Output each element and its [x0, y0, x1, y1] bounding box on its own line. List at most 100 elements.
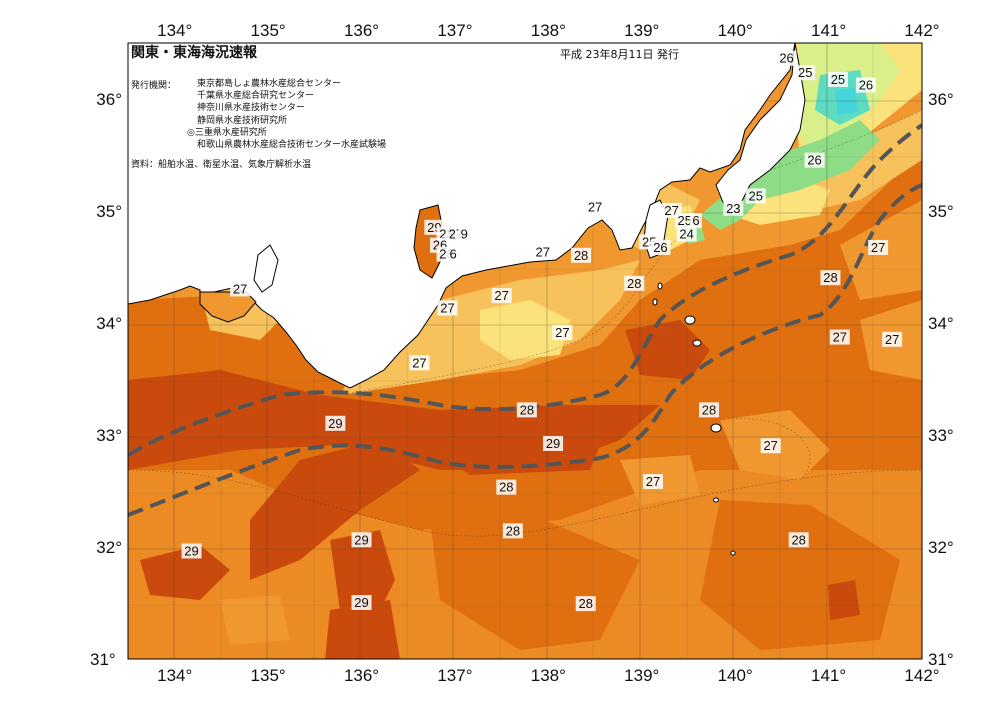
longitude-label: 135°	[251, 666, 286, 685]
contour-label-bg	[325, 415, 346, 431]
contour-label: 29	[543, 435, 564, 451]
contour-label-bg	[543, 435, 564, 451]
issue-date: 平成 23年8月11日 発行	[560, 48, 679, 61]
contour-label-bg	[409, 355, 430, 371]
latitude-label: 35°	[96, 202, 122, 221]
longitude-label: 136°	[344, 666, 379, 685]
contour-label-text: 9	[461, 227, 468, 242]
contour-label-text: 28	[578, 596, 592, 611]
contour-label: 27	[829, 329, 850, 345]
contour-label-text: 6	[692, 213, 699, 228]
contour-label-text: 27	[871, 240, 885, 255]
longitude-label: 134°	[157, 21, 192, 40]
contour-label-bg	[491, 288, 512, 304]
contour-label-text: 27	[440, 300, 454, 315]
contour-label: 26	[804, 152, 825, 168]
contour-label: 26	[855, 77, 876, 93]
honshu-mainland	[128, 43, 796, 389]
temp-29-areas	[128, 320, 860, 659]
contour-label-text: 27	[412, 355, 426, 370]
contour-label-bg	[760, 438, 781, 454]
publisher-list: 東京都島しょ農林水産総合センター 千葉県水産総合研究センター 神奈川県水産技術セ…	[187, 78, 386, 151]
contour-label: 27	[882, 331, 903, 347]
longitude-label: 142°	[904, 666, 939, 685]
contour-label: 26	[776, 50, 797, 66]
contour-label-text: 27	[646, 474, 660, 489]
contour-label-text: 23	[726, 201, 740, 216]
contour-label-text: 24	[679, 227, 693, 242]
contour-label-text: 25	[677, 213, 691, 228]
longitude-label: 139°	[624, 21, 659, 40]
longitude-label: 141°	[811, 21, 846, 40]
contour-label-bg	[642, 474, 663, 490]
contour-label-text: 27	[536, 244, 550, 259]
longitude-label: 138°	[531, 666, 566, 685]
latitude-31-left: 31°	[90, 650, 116, 669]
longitude-label: 137°	[437, 21, 472, 40]
contour-label-text: 29	[184, 543, 198, 558]
contour-label: 29	[351, 532, 372, 548]
contour-label-bg	[676, 226, 697, 242]
longitude-label: 142°	[904, 21, 939, 40]
longitude-labels-bottom: 134° 135° 136° 137° 138° 139° 140° 141° 142°	[157, 666, 939, 685]
izu-islands	[652, 282, 736, 556]
temperature-field: 2625252626252327256242526272928279262862…	[128, 43, 922, 659]
contour-label-text: 27	[763, 438, 777, 453]
latitude-label: 33°	[928, 426, 954, 445]
publisher-item: 神奈川県水産技術センター	[197, 103, 306, 114]
longitude-label: 140°	[718, 21, 753, 40]
contour-label-text: 28	[791, 532, 805, 547]
contour-label-bg	[552, 325, 573, 341]
contour-label-bg	[868, 239, 889, 255]
contour-label-bg	[855, 77, 876, 93]
longitude-label: 140°	[718, 666, 753, 685]
contour-label: 24	[676, 226, 697, 242]
latitude-label: 36°	[928, 90, 954, 109]
contour-label-text: 28	[506, 523, 520, 538]
contour-label-text: 27	[588, 200, 602, 215]
contour-label-bg	[689, 213, 702, 229]
contour-label: 28	[496, 479, 517, 495]
contour-label-text: 27	[555, 325, 569, 340]
contour-label: 26	[650, 239, 671, 255]
contour-label-bg	[882, 331, 903, 347]
latitude-labels-right: 36° 35° 34° 33° 32°	[928, 90, 954, 557]
contour-label: 25	[674, 213, 695, 229]
contour-label-bg	[447, 246, 460, 262]
contour-label-text: 29	[546, 436, 560, 451]
contour-label-text: 28	[520, 402, 534, 417]
longitude-label: 139°	[624, 666, 659, 685]
contour-label-bg	[804, 152, 825, 168]
contour-label: 27	[585, 199, 606, 215]
contour-label: 27	[868, 239, 889, 255]
contour-label: 27	[491, 288, 512, 304]
contour-label-bg	[437, 300, 458, 316]
contour-label: 28	[571, 248, 592, 263]
contour-label-text: 26	[779, 51, 793, 66]
contour-label-bg	[745, 188, 766, 204]
publisher-item: 静岡県水産技術研究所	[197, 115, 288, 126]
contour-label-bg	[351, 532, 372, 548]
contour-label: 6	[447, 246, 460, 262]
publisher-item: 千葉県水産総合研究センター	[197, 91, 315, 102]
contour-label-text: 27	[885, 332, 899, 347]
contour-label-text: 29	[354, 532, 368, 547]
contour-label: 27	[760, 438, 781, 454]
contour-label-bg	[788, 532, 809, 548]
contour-label: 27	[437, 300, 458, 316]
land-areas	[128, 43, 806, 389]
latitude-31-right: 31°	[928, 650, 954, 669]
contour-label-bg	[351, 595, 372, 610]
latitude-label: 32°	[928, 538, 954, 557]
contour-label-bg	[230, 281, 251, 297]
contour-label: 28	[699, 402, 720, 418]
contour-label-bg	[795, 65, 816, 81]
contour-label-text: 28	[499, 480, 513, 495]
contour-label: 6	[689, 213, 702, 229]
longitude-label: 136°	[344, 21, 379, 40]
contour-label-bg	[516, 402, 537, 418]
latitude-label: 34°	[96, 314, 122, 333]
contour-label-text: 25	[748, 188, 762, 203]
contour-label-bg	[723, 200, 744, 216]
